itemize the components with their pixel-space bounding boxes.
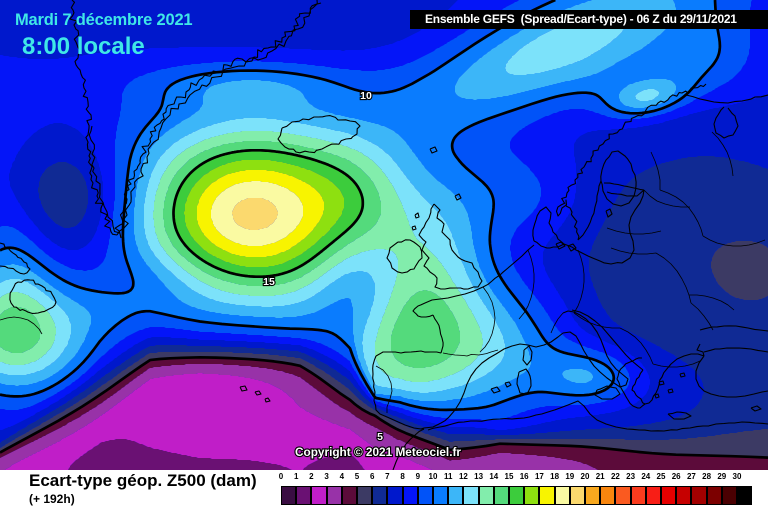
svg-text:5: 5 bbox=[377, 431, 383, 443]
svg-text:10: 10 bbox=[360, 90, 372, 102]
svg-text:15: 15 bbox=[263, 276, 275, 288]
svg-text:Copyright © 2021 Meteociel.fr: Copyright © 2021 Meteociel.fr bbox=[295, 445, 461, 459]
